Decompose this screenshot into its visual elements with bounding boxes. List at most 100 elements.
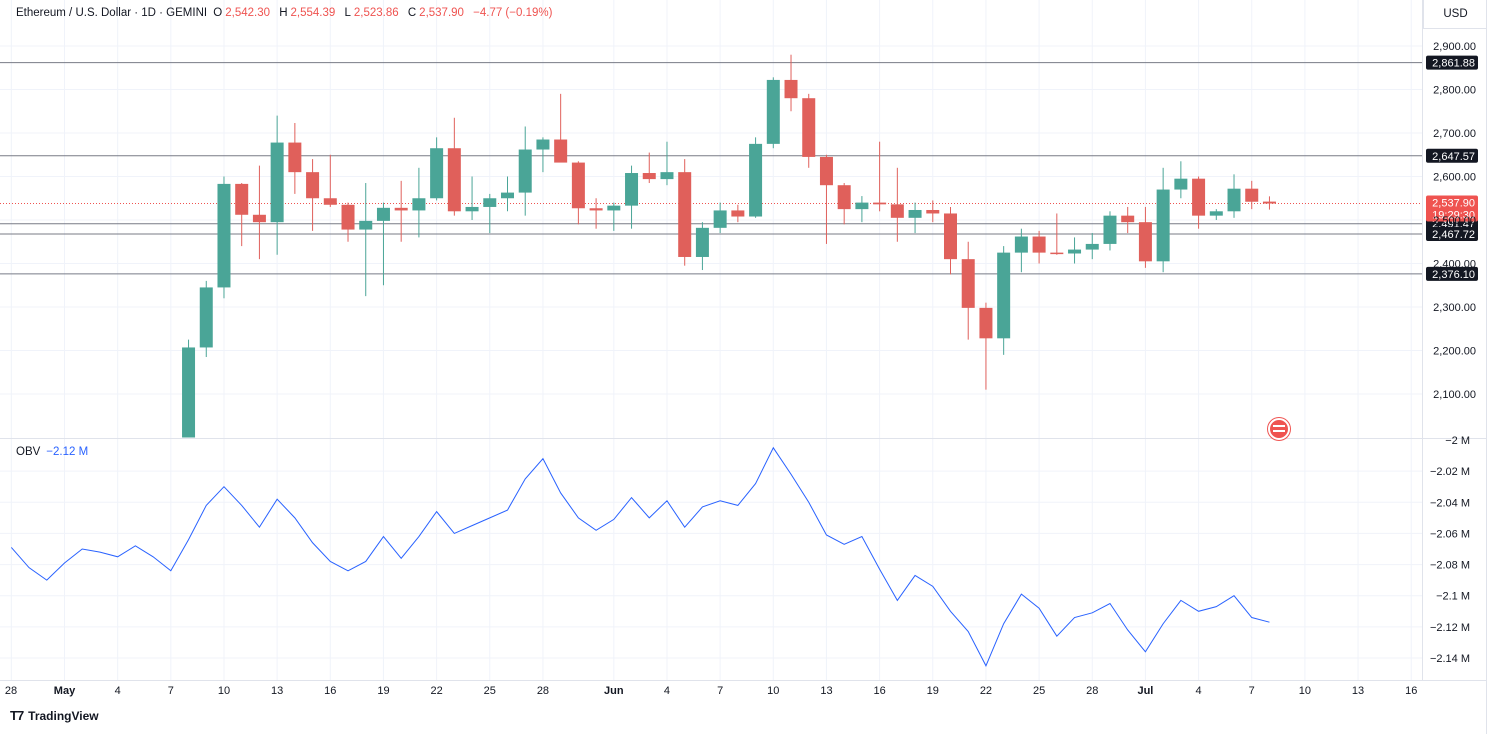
- x-tick-label: 4: [115, 685, 121, 697]
- candle: [447, 117, 461, 216]
- candle-body: [306, 172, 320, 199]
- currency-button[interactable]: USD: [1423, 0, 1487, 29]
- high-value: 2,554.39: [290, 7, 336, 19]
- candle: [1138, 206, 1152, 268]
- candle-body: [695, 227, 709, 257]
- candle-body: [1121, 215, 1135, 223]
- y-tick-label: 2,100.00: [1433, 389, 1476, 401]
- x-tick-label: 22: [430, 685, 442, 697]
- y-tick-label: 2,800.00: [1433, 85, 1476, 97]
- candle: [678, 159, 692, 266]
- candle: [625, 165, 639, 229]
- us-flag-icon[interactable]: [1268, 418, 1290, 440]
- candle: [766, 77, 780, 149]
- candle-body: [571, 162, 585, 209]
- candle-body: [589, 208, 603, 211]
- candle: [235, 183, 249, 247]
- x-tick-label: 4: [664, 685, 670, 697]
- branding-text: TradingView: [28, 708, 99, 723]
- candle: [1121, 206, 1135, 234]
- candle-body: [359, 220, 373, 230]
- candle: [713, 202, 727, 234]
- candle: [359, 183, 373, 297]
- candle-body: [483, 198, 497, 207]
- candle: [908, 202, 922, 234]
- y-tick-label: 2,600.00: [1433, 172, 1476, 184]
- x-tick-label: 16: [1405, 685, 1417, 697]
- candle-body: [288, 142, 302, 173]
- candle: [465, 176, 479, 220]
- candle-body: [625, 173, 639, 206]
- candle-body: [1227, 188, 1241, 212]
- candle-body: [341, 204, 355, 230]
- candle-body: [394, 207, 408, 211]
- candle: [571, 161, 585, 225]
- candle-body: [890, 204, 904, 218]
- candle-body: [270, 142, 284, 223]
- candle-body: [323, 198, 337, 205]
- candle: [341, 202, 355, 242]
- candle: [607, 202, 621, 231]
- candle-body: [855, 202, 869, 210]
- x-tick-label: 22: [980, 685, 992, 697]
- candle-body: [660, 172, 674, 180]
- obv-tick-label: −2.02 M: [1430, 466, 1470, 478]
- obv-tick-label: −2.06 M: [1430, 528, 1470, 540]
- x-tick-label: 7: [1249, 685, 1255, 697]
- x-tick-label: May: [54, 685, 76, 697]
- candle-body: [235, 183, 249, 215]
- candle-body: [873, 202, 887, 205]
- candle-body: [465, 206, 479, 212]
- candle: [695, 222, 709, 271]
- candle-body: [1262, 201, 1276, 204]
- symbol-title[interactable]: Ethereum / U.S. Dollar · 1D · GEMINI: [16, 7, 208, 19]
- candle-body: [784, 79, 798, 99]
- y-tick-label: 2,300.00: [1433, 302, 1476, 314]
- candle-body: [554, 139, 568, 163]
- candle-body: [979, 307, 993, 339]
- candle: [483, 193, 497, 234]
- obv-legend[interactable]: OBV −2.12 M: [16, 446, 88, 458]
- y-tick-label: 2,400.00: [1433, 259, 1476, 271]
- candle: [660, 141, 674, 186]
- x-tick-label: 13: [1352, 685, 1364, 697]
- high-label: H: [279, 7, 288, 19]
- candle-body: [926, 209, 940, 214]
- candle-body: [217, 183, 231, 288]
- candle: [1262, 196, 1276, 210]
- candle-body: [819, 156, 833, 186]
- candle: [412, 167, 426, 238]
- y-tick-label: 2,500.00: [1433, 215, 1476, 227]
- candle-body: [642, 173, 656, 180]
- candle: [501, 176, 514, 212]
- candle: [323, 154, 337, 207]
- candle: [1068, 237, 1082, 264]
- candle: [1156, 167, 1170, 273]
- candle: [1209, 209, 1223, 220]
- x-tick-label: 16: [873, 685, 885, 697]
- candle: [890, 167, 904, 242]
- tradingview-logo[interactable]: T7 TradingView: [10, 708, 99, 723]
- level-tag: [1426, 148, 1478, 163]
- candle: [642, 152, 656, 184]
- open-value: 2,542.30: [225, 7, 270, 19]
- candle: [1192, 176, 1206, 229]
- chart-header: Ethereum / U.S. Dollar · 1D · GEMINI O 2,…: [16, 7, 555, 19]
- candle-body: [501, 192, 514, 199]
- candle-body: [607, 205, 621, 211]
- candle-body: [766, 79, 780, 144]
- level-tag: [1426, 55, 1478, 70]
- x-tick-label: 25: [484, 685, 496, 697]
- candle: [376, 202, 390, 286]
- countdown-label: 19:29:30: [1432, 210, 1475, 222]
- x-tick-label: 28: [5, 685, 17, 697]
- candle: [1085, 233, 1099, 260]
- candle-body: [908, 209, 922, 218]
- candle: [1032, 230, 1046, 264]
- candle: [1245, 180, 1259, 210]
- candle-body: [182, 347, 196, 438]
- candle-body: [1209, 211, 1223, 216]
- candle: [944, 206, 957, 275]
- candle: [819, 154, 833, 244]
